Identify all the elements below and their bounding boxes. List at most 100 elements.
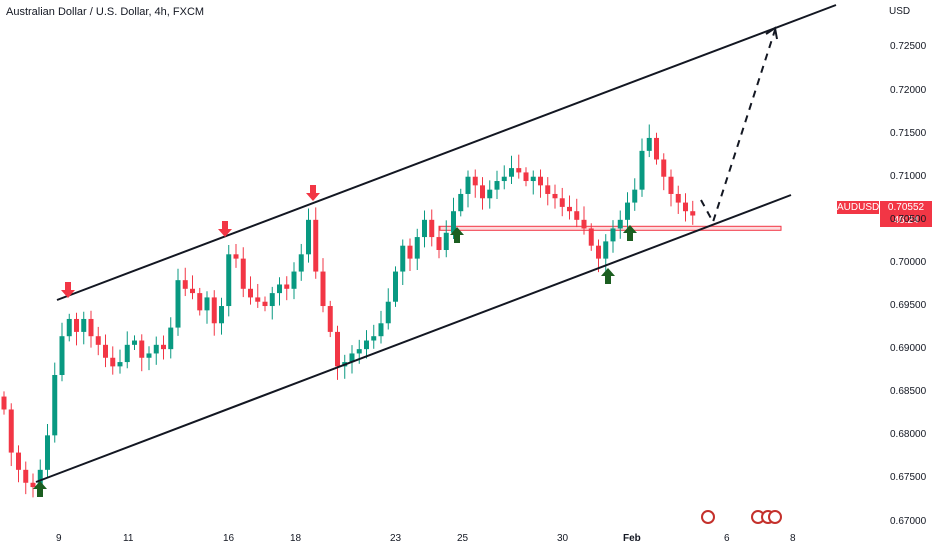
candle-up[interactable] [385,301,391,324]
candle-down[interactable] [161,344,166,350]
candle-down[interactable] [139,340,145,358]
candle-up[interactable] [269,293,275,307]
candle-up[interactable] [617,219,623,229]
candle-up[interactable] [146,353,152,358]
candle-down[interactable] [211,297,217,324]
candle-up[interactable] [610,228,616,242]
candle-down[interactable] [327,306,333,332]
candle-down[interactable] [23,469,29,483]
resistance-touch-arrow-down[interactable] [61,282,75,298]
resistance-touch-arrow-down[interactable] [218,221,232,237]
candle-down[interactable] [436,237,442,250]
candle-down[interactable] [545,185,551,194]
candle-up[interactable] [378,323,384,337]
candle-down[interactable] [190,288,195,294]
candle-up[interactable] [153,344,159,354]
candle-down[interactable] [567,206,572,212]
candle-down[interactable] [335,331,340,367]
candle-down[interactable] [588,228,594,246]
candle-up[interactable] [356,349,362,354]
candle-down[interactable] [233,254,239,259]
candle-down[interactable] [95,336,101,345]
economic-event-icon[interactable] [768,510,782,524]
candle-up[interactable] [175,280,181,328]
candle-up[interactable] [465,176,471,194]
candle-up[interactable] [422,219,427,238]
candle-down[interactable] [654,137,659,160]
support-touch-arrow-up[interactable] [623,225,637,241]
candle-up[interactable] [45,435,50,470]
candle-down[interactable] [110,357,116,367]
candle-up[interactable] [393,271,398,302]
candle-up[interactable] [204,297,210,311]
candle-down[interactable] [538,176,543,186]
candle-down[interactable] [429,219,435,238]
candle-down[interactable] [675,193,681,203]
candle-down[interactable] [574,211,580,220]
candle-down[interactable] [284,284,290,289]
candle-up[interactable] [443,232,449,250]
candle-up[interactable] [277,284,282,294]
candle-down[interactable] [523,172,529,182]
channel-upper-line[interactable] [56,4,837,301]
candle-up[interactable] [66,318,72,337]
candle-down[interactable] [74,318,79,332]
channel-lower-line[interactable] [35,194,792,483]
support-touch-arrow-up[interactable] [450,227,464,243]
resistance-touch-arrow-down[interactable] [306,185,320,201]
candle-up[interactable] [81,318,87,332]
candle-down[interactable] [8,409,14,453]
candle-up[interactable] [501,176,507,182]
candle-down[interactable] [248,288,253,298]
candle-up[interactable] [124,344,130,363]
candle-up[interactable] [509,168,514,177]
candle-down[interactable] [516,168,522,173]
candle-up[interactable] [117,362,123,367]
candle-up[interactable] [414,237,420,259]
candle-up[interactable] [168,327,174,350]
candle-down[interactable] [88,318,94,337]
candle-down[interactable] [240,258,246,289]
candle-up[interactable] [59,336,65,375]
candle-down[interactable] [480,185,485,199]
candle-up[interactable] [625,202,630,220]
candle-up[interactable] [52,375,58,436]
candle-up[interactable] [646,137,652,151]
candle-down[interactable] [552,193,558,199]
candle-down[interactable] [255,297,261,302]
economic-event-icon[interactable] [701,510,715,524]
support-touch-arrow-up[interactable] [33,481,47,497]
candle-down[interactable] [690,211,696,216]
candle-up[interactable] [458,193,464,212]
candle-down[interactable] [16,452,21,470]
candle-down[interactable] [262,301,268,307]
candle-up[interactable] [132,340,137,345]
candle-down[interactable] [661,159,667,177]
candle-down[interactable] [668,176,674,194]
candle-down[interactable] [407,245,413,259]
candle-up[interactable] [603,241,609,259]
projection-path[interactable] [700,29,776,225]
candle-down[interactable] [596,245,601,259]
candle-down[interactable] [313,219,319,272]
candle-up[interactable] [219,306,224,324]
candle-up[interactable] [371,336,377,341]
candle-up[interactable] [451,211,456,233]
candle-up[interactable] [298,254,304,272]
candle-up[interactable] [37,469,43,488]
candle-down[interactable] [103,344,108,358]
candle-up[interactable] [349,353,355,363]
candle-down[interactable] [559,198,565,207]
candle-up[interactable] [364,340,369,350]
candle-down[interactable] [320,271,326,307]
candle-down[interactable] [197,293,203,311]
candle-down[interactable] [182,280,188,289]
candle-up[interactable] [632,189,638,203]
candle-down[interactable] [1,396,7,410]
candle-up[interactable] [400,245,406,272]
support-touch-arrow-up[interactable] [601,268,615,284]
candle-up[interactable] [530,176,536,182]
candle-up[interactable] [487,189,493,199]
